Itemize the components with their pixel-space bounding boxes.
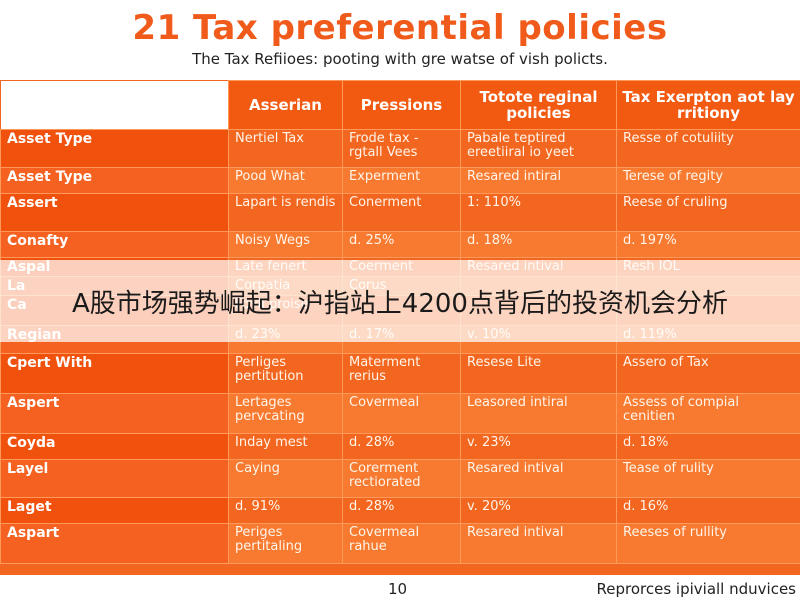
table-row: Conafty Noisy Wegs d. 25% d. 18% d. 197%: [0, 231, 800, 258]
table-cell: Reeses of rullity: [616, 523, 800, 564]
row-label: Cpert With: [0, 353, 229, 394]
table-cell: Conerment: [342, 193, 461, 232]
table-cell: Resared intival: [460, 459, 617, 498]
table-cell: Assess of compial cenitien: [616, 393, 800, 434]
table-row: Laget d. 91% d. 28% v. 20% d. 16%: [0, 497, 800, 524]
table-cell: Pood What: [228, 167, 343, 194]
table-row: Coyda Inday mest d. 28% v. 23% d. 18%: [0, 433, 800, 460]
page-footer: [0, 576, 800, 600]
table-cell: Reese of cruling: [616, 193, 800, 232]
table-cell: d. 25%: [342, 231, 461, 258]
table-cell: v. 20%: [460, 497, 617, 524]
table-cell: d. 28%: [342, 433, 461, 460]
table-cell: v. 23%: [460, 433, 617, 460]
table-cell: Lertages pervcating: [228, 393, 343, 434]
row-label: Aspert: [0, 393, 229, 434]
table-header-cell: Asserian: [228, 80, 343, 130]
table-row: Assert Lapart is rendis Conerment 1: 110% Re…: [0, 193, 800, 232]
row-label: Aspart: [0, 523, 229, 564]
table-cell: Resese Lite: [460, 353, 617, 394]
table-cell: Caying: [228, 459, 343, 498]
table-row: Asset Type Pood What Experment Resared inti…: [0, 167, 800, 194]
table-row: Aspart Periges pertitaling Covermeal rahue…: [0, 523, 800, 564]
table-body: Asset Type Nertiel Tax Frode tax - rgtall …: [0, 129, 800, 564]
table-cell: Tease of rulity: [616, 459, 800, 498]
table-cell: Nertiel Tax: [228, 129, 343, 168]
table-cell: d. 197%: [616, 231, 800, 258]
footer-note: Reprorces ipiviall nduvices: [596, 580, 796, 598]
row-label: Assert: [0, 193, 229, 232]
table-cell: d. 16%: [616, 497, 800, 524]
table-cell: Terese of regity: [616, 167, 800, 194]
table-cell: Leasored intiral: [460, 393, 617, 434]
table-cell: d. 28%: [342, 497, 461, 524]
page-title: 21 Tax preferential policies: [132, 8, 668, 48]
table-row: Asset Type Nertiel Tax Frode tax - rgtall …: [0, 129, 800, 168]
table-cell: Pabale teptired ereetiiral io yeet: [460, 129, 617, 168]
table-header-corner: [0, 80, 229, 130]
table-row: Aspert Lertages pervcating Covermeal Leasor…: [0, 393, 800, 434]
table-cell: Resared intiral: [460, 167, 617, 194]
table-cell: d. 18%: [616, 433, 800, 460]
table-cell: Assero of Tax: [616, 353, 800, 394]
table-header-cell: Totote reginal policies: [460, 80, 617, 130]
table-header-cell: Pressions: [342, 80, 461, 130]
headline-banner-text: A股市场强势崛起：沪指站上4200点背后的投资机会分析: [72, 288, 728, 319]
table-row: Layel Caying Corerment rectiorated Resared …: [0, 459, 800, 498]
table-cell: Lapart is rendis: [228, 193, 343, 232]
table-cell: Inday mest: [228, 433, 343, 460]
row-label: Laget: [0, 497, 229, 524]
page-subtitle: The Tax Refiioes: pooting with gre watse…: [192, 50, 608, 68]
table-cell: Materment rerius: [342, 353, 461, 394]
table-cell: Noisy Wegs: [228, 231, 343, 258]
table-row: Cpert With Perliges pertitution Materment …: [0, 353, 800, 394]
row-label: Asset Type: [0, 129, 229, 168]
table-cell: Resse of cotuliity: [616, 129, 800, 168]
row-label: Asset Type: [0, 167, 229, 194]
table-cell: Covermeal: [342, 393, 461, 434]
table-cell: Frode tax - rgtall Vees: [342, 129, 461, 168]
table-cell: Covermeal rahue: [342, 523, 461, 564]
table-cell: Corerment rectiorated: [342, 459, 461, 498]
table-cell: Resared intival: [460, 523, 617, 564]
table-header-row: Asserian Pressions Totote reginal polici…: [0, 80, 800, 130]
page-number: 10: [388, 580, 408, 598]
row-label: Coyda: [0, 433, 229, 460]
row-label: Conafty: [0, 231, 229, 258]
table-cell: d. 91%: [228, 497, 343, 524]
table-cell: Experment: [342, 167, 461, 194]
row-label: Layel: [0, 459, 229, 498]
table-cell: Perliges pertitution: [228, 353, 343, 394]
table-header-cell: Tax Exerpton aot lay rritiony: [616, 80, 800, 130]
table-cell: Periges pertitaling: [228, 523, 343, 564]
table-cell: 1: 110%: [460, 193, 617, 232]
headline-banner: A股市场强势崛起：沪指站上4200点背后的投资机会分析: [0, 260, 800, 342]
table-cell: d. 18%: [460, 231, 617, 258]
